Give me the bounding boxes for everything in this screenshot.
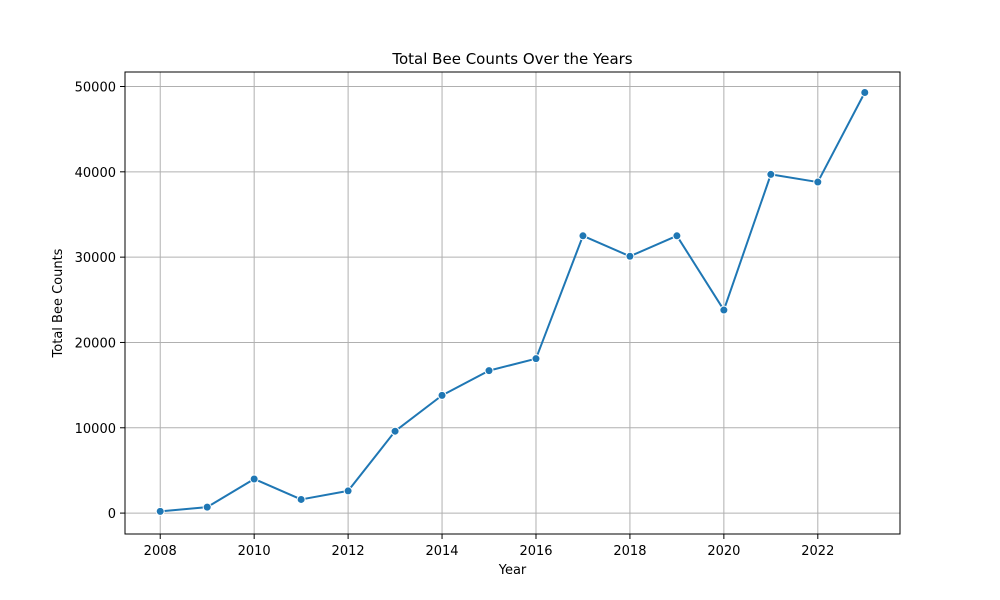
x-tick-label: 2020 bbox=[707, 544, 740, 559]
data-point bbox=[860, 87, 870, 97]
data-point bbox=[202, 502, 212, 512]
data-point bbox=[672, 231, 682, 241]
x-tick-label: 2010 bbox=[238, 544, 271, 559]
data-point bbox=[343, 486, 353, 496]
chart-title: Total Bee Counts Over the Years bbox=[391, 50, 632, 68]
series-line bbox=[160, 92, 866, 513]
plot-frame bbox=[124, 71, 901, 535]
data-point bbox=[578, 231, 588, 241]
ticks: 2008 2010 2012 2014 2016 2018 2020 2022 0 10000 20… bbox=[75, 81, 835, 559]
y-tick-label: 10000 bbox=[75, 422, 116, 437]
x-tick-label: 2018 bbox=[613, 544, 646, 559]
data-marker-layer bbox=[155, 87, 870, 516]
grid bbox=[125, 72, 900, 534]
data-point bbox=[719, 305, 729, 315]
data-point bbox=[625, 251, 635, 261]
x-tick-label: 2008 bbox=[144, 544, 177, 559]
x-tick-label: 2014 bbox=[425, 544, 458, 559]
y-tick-label: 50000 bbox=[75, 81, 116, 96]
data-point bbox=[766, 169, 776, 179]
data-point bbox=[531, 354, 541, 364]
data-point bbox=[296, 494, 306, 504]
data-point bbox=[249, 474, 259, 484]
x-tick-label: 2022 bbox=[801, 544, 834, 559]
x-tick-label: 2016 bbox=[519, 544, 552, 559]
data-point bbox=[437, 390, 447, 400]
y-tick-label: 40000 bbox=[75, 166, 116, 181]
data-point bbox=[155, 506, 165, 516]
data-line-layer bbox=[160, 92, 866, 513]
y-tick-label: 20000 bbox=[75, 336, 116, 351]
x-tick-label: 2012 bbox=[332, 544, 365, 559]
x-axis-label: Year bbox=[498, 563, 527, 578]
data-point bbox=[390, 426, 400, 436]
data-point bbox=[813, 177, 823, 187]
y-axis-label: Total Bee Counts bbox=[51, 248, 66, 358]
y-tick-label: 30000 bbox=[75, 251, 116, 266]
data-point bbox=[484, 366, 494, 376]
y-tick-label: 0 bbox=[108, 507, 116, 522]
